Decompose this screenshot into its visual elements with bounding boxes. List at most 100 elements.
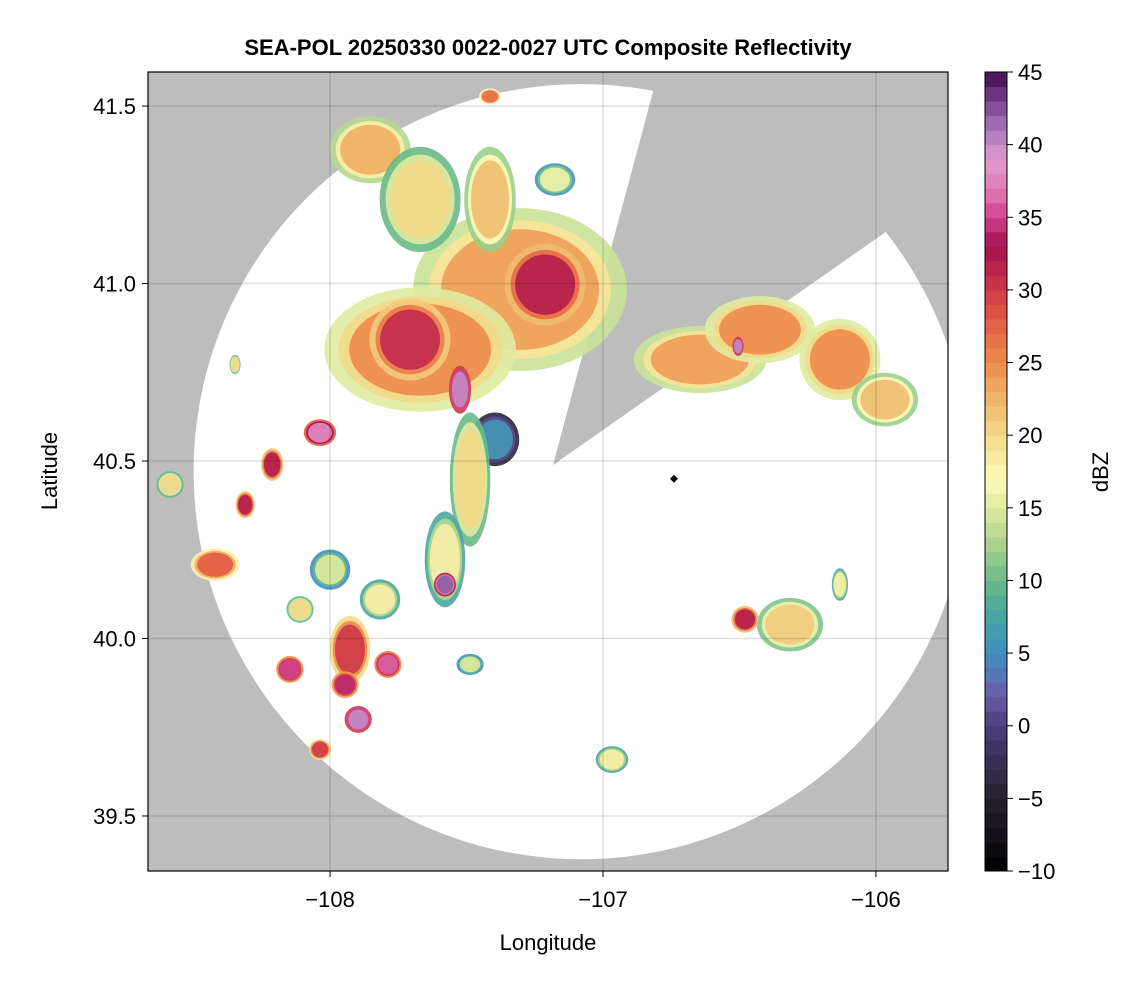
chart-title: SEA-POL 20250330 0022-0027 UTC Composite…: [244, 35, 852, 60]
colorbar-bin: [985, 173, 1007, 189]
colorbar-bin: [985, 638, 1007, 654]
colorbar-tick-label: 45: [1018, 60, 1042, 85]
echo-cell: [599, 749, 625, 770]
colorbar-bin: [985, 260, 1007, 276]
echo-cell: [515, 254, 576, 315]
colorbar-bin: [985, 217, 1007, 233]
colorbar-bin: [985, 289, 1007, 305]
echo-cell: [765, 604, 815, 645]
colorbar-tick-label: −5: [1018, 786, 1043, 811]
radar-site-marker: [669, 474, 678, 483]
colorbar-bin: [985, 812, 1007, 828]
colorbar-bin: [985, 304, 1007, 320]
colorbar-bin: [985, 333, 1007, 349]
colorbar-bin: [985, 624, 1007, 640]
colorbar-tick-label: 5: [1018, 641, 1030, 666]
colorbar-bin: [985, 594, 1007, 611]
colorbar-tick-label: 25: [1018, 351, 1042, 376]
x-tick-label: −107: [578, 887, 628, 912]
colorbar: [984, 71, 1008, 872]
x-tick-label: −108: [305, 887, 355, 912]
colorbar-bin: [985, 144, 1007, 160]
y-tick-label: 40.0: [93, 627, 136, 652]
colorbar-bin: [985, 130, 1007, 146]
colorbar-tick-label: 15: [1018, 496, 1042, 521]
colorbar-bin: [985, 783, 1007, 799]
colorbar-bin: [985, 682, 1007, 698]
colorbar-tick-label: 40: [1018, 133, 1042, 158]
colorbar-bin: [985, 827, 1007, 843]
echo-cell: [734, 339, 743, 354]
colorbar-bin: [985, 362, 1007, 378]
y-tick-label: 41.5: [93, 94, 136, 119]
colorbar-bin: [985, 115, 1007, 131]
y-tick-label: 41.0: [93, 272, 136, 297]
plot-area: [148, 72, 948, 871]
echo-cell: [734, 609, 756, 630]
colorbar-tick-label: −10: [1018, 859, 1055, 884]
x-axis-ticks: −108 −107 −106: [305, 871, 901, 912]
colorbar-bin: [985, 246, 1007, 262]
echo-cell: [459, 656, 481, 673]
colorbar-bin: [985, 202, 1007, 218]
colorbar-ticks: −10 −5 0 5 10 15 20 25 30 35 40 45: [1007, 60, 1055, 884]
echo-cell: [390, 160, 451, 239]
colorbar-bin: [985, 493, 1007, 509]
colorbar-bin: [985, 653, 1007, 669]
y-tick-label: 39.5: [93, 804, 136, 829]
echo-cell: [364, 584, 396, 615]
colorbar-label: dBZ: [1088, 452, 1113, 492]
colorbar-bin: [985, 696, 1007, 712]
colorbar-bin: [985, 856, 1007, 872]
echo-cell: [377, 654, 399, 675]
colorbar-bin: [985, 769, 1007, 785]
echo-cell: [264, 452, 281, 477]
colorbar-bin: [985, 798, 1007, 814]
colorbar-bin: [985, 377, 1007, 393]
echo-cell: [833, 572, 846, 597]
echo-cell: [340, 124, 401, 175]
y-axis-label: Latitude: [37, 432, 62, 510]
echo-cell: [539, 167, 570, 192]
x-axis-label: Longitude: [500, 930, 597, 955]
colorbar-bin: [985, 391, 1007, 407]
colorbar-bin: [985, 231, 1007, 247]
colorbar-bin: [985, 275, 1007, 291]
echo-cell: [451, 371, 469, 408]
echo-cell: [230, 357, 240, 372]
echo-cell: [860, 379, 910, 420]
echo-cell: [809, 329, 870, 390]
echo-cells: [156, 88, 919, 773]
colorbar-bin: [985, 609, 1007, 625]
echo-cell: [470, 160, 510, 239]
colorbar-bin: [985, 522, 1007, 538]
echo-cell: [334, 624, 365, 675]
echo-cell: [348, 709, 369, 730]
grid-lines: [148, 72, 948, 871]
echo-cell: [197, 552, 234, 577]
colorbar-bin: [985, 667, 1007, 683]
colorbar-bin: [985, 101, 1007, 117]
echo-cell: [380, 309, 441, 370]
colorbar-bin: [985, 449, 1007, 465]
colorbar-tick-label: 10: [1018, 568, 1042, 593]
colorbar-bin: [985, 420, 1007, 436]
echo-cell: [311, 741, 329, 758]
echo-cell: [718, 304, 801, 355]
colorbar-tick-label: 0: [1018, 714, 1030, 739]
colorbar-bin: [985, 188, 1007, 204]
echo-cell: [436, 575, 454, 594]
colorbar-bin: [985, 86, 1007, 102]
echo-cell: [481, 90, 499, 103]
colorbar-bin: [985, 507, 1007, 523]
y-axis-ticks: 39.5 40.0 40.5 41.0 41.5: [93, 94, 148, 829]
echo-cell: [455, 429, 486, 530]
colorbar-bin: [985, 348, 1007, 364]
colorbar-tick-label: 30: [1018, 278, 1042, 303]
colorbar-bin: [985, 551, 1007, 567]
colorbar-bin: [985, 754, 1007, 770]
echo-cell: [279, 659, 301, 680]
plot-frame: [147, 71, 949, 872]
colorbar-bin: [985, 536, 1007, 552]
